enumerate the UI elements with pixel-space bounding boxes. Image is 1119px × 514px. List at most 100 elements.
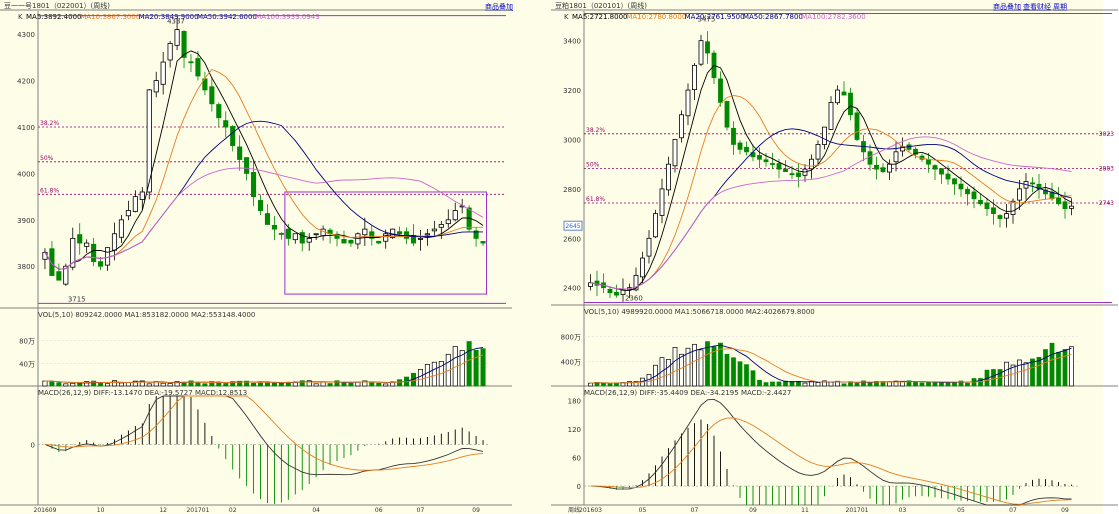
candle-body [445,219,451,225]
candle-body [978,200,983,205]
x-tick-label-9: 09 [1061,507,1069,514]
ma10-line [590,95,1072,290]
candle-body [111,233,118,251]
vol-bar [841,383,847,387]
ma100-line [44,167,484,270]
candle-body [770,163,775,165]
fib-right-label-2: 2743 [1099,200,1114,207]
x-tick-label-2: 07 [691,507,699,514]
candle-body [49,248,55,276]
y-tick-label-2: 2800 [563,186,581,194]
candle-body [958,183,964,190]
candle-body [874,164,879,170]
vol-bar [1049,342,1055,387]
vol-bar [783,380,788,387]
candle-body [299,232,305,244]
x-tick-label-0: 201603 [579,507,602,514]
candle-body [306,237,312,243]
candle-body [718,78,723,103]
last-price-label: 2645 [565,223,580,230]
candle-body [705,41,710,54]
candle-body [731,127,736,145]
ma-legend-4: MA100:2782.3600 [801,13,865,21]
candle-body [971,191,977,200]
vol-bar [77,382,83,387]
candle-body [685,89,691,117]
x-corner-label: 周线 [568,506,580,514]
candle-body [348,239,354,244]
vol-bar [188,380,194,387]
candle-body [313,233,319,236]
candle-body [376,240,382,244]
vol-bar [56,382,62,387]
candle-body [1010,200,1016,215]
candle-body [56,271,62,281]
x-tick-label-6: 06 [375,507,383,514]
candle-body [887,163,892,173]
ma-legend-3: MA50:3942.6000 [197,13,257,21]
candle-body [822,126,827,145]
vol-bar [278,382,284,387]
candle-body [841,91,847,96]
candle-body [369,231,375,239]
candle-body [614,291,619,296]
vol-bar [202,383,208,387]
vol-bar [1023,362,1029,387]
vol-bar [146,383,152,387]
candle-body [744,146,749,153]
candle-body [1056,197,1061,205]
candle-body [997,215,1003,219]
vol-bar [711,346,717,387]
vol-bar [118,382,124,387]
vol-bar [750,370,756,387]
vol-bar [91,380,97,387]
vol-bar [111,380,117,387]
candle-body [724,101,730,128]
x-tick-label-8: 07 [1009,507,1017,514]
candle-body [424,233,430,236]
x-tick-label-5: 04 [312,507,320,514]
candle-body [848,92,853,116]
candle-body [383,233,389,242]
x-tick-label-4: 02 [229,507,237,514]
ma5-line [44,50,484,270]
vol-bar [445,353,451,387]
vol-bar [653,364,658,387]
y-tick-label-1: 2600 [563,235,581,243]
vol-bar [209,381,215,387]
candle-body [763,159,769,163]
vol-bar [63,383,69,387]
candle-body [223,120,229,128]
candle-body [867,151,873,165]
vol-tick-label-0: 80万 [19,338,35,346]
vol-bar [763,382,769,387]
fib-label-1: 50% [40,155,54,162]
y-tick-label-0: 2400 [563,285,581,293]
vol-bar [991,369,996,387]
vol-bar [802,382,808,387]
candle-body [893,151,899,163]
candle-body [815,144,821,160]
header-link-0: 商品叠加 [485,2,513,11]
macd-tick-label-0: 0 [31,441,35,449]
candle-body [320,228,326,237]
candle-body [854,112,860,140]
vol-bar [737,361,743,387]
candle-body [945,173,951,180]
left-chart-panel: 豆一一号1801（022001）(周线) 商品叠加 K MA5:3892.4000 MA… [0,0,552,514]
y-tick-label-4: 3200 [563,87,581,95]
candle-body [594,280,600,286]
x-tick-label-5: 201701 [846,507,869,514]
vol-bar [718,342,723,387]
vol-bar [679,353,684,387]
ma10-line [44,68,483,270]
candle-body [63,265,69,285]
vol-bar [167,383,173,387]
y-tick-label-5: 4300 [17,31,35,39]
vol-bar [1043,349,1048,387]
candle-body [952,178,957,185]
vol-bar [867,382,873,387]
y-tick-label-4: 4200 [17,78,35,86]
x-tick-label-4: 11 [801,507,809,514]
vol-bar [417,369,423,387]
